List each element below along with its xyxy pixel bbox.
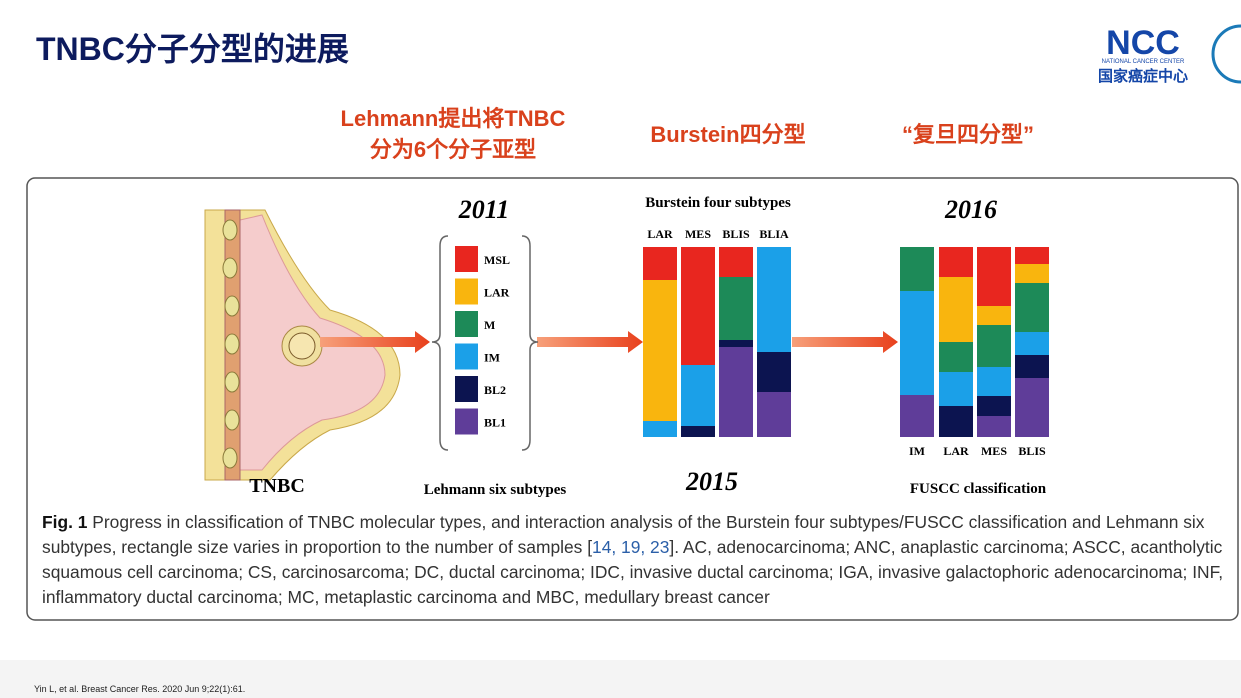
footer-band	[0, 660, 1241, 698]
proportion-block	[977, 396, 1011, 416]
proportion-block	[643, 280, 677, 421]
proportion-block	[1015, 332, 1049, 355]
proportion-block	[719, 347, 753, 437]
heading: “复旦四分型”	[902, 122, 1034, 147]
fuscc-label: FUSCC classification	[910, 481, 1047, 497]
proportion-block	[939, 342, 973, 372]
proportion-block	[977, 325, 1011, 367]
proportion-block	[719, 247, 753, 277]
brace	[431, 235, 449, 451]
proportion-block	[1015, 264, 1049, 283]
logo-emblem	[1211, 24, 1241, 84]
legend-swatch	[455, 246, 478, 272]
year-label: 2016	[944, 195, 997, 224]
caption-refs[interactable]: 14, 19, 23	[592, 537, 670, 557]
burstein-title: Burstein four subtypes	[645, 195, 791, 211]
legend-swatch	[455, 278, 478, 305]
proportion-block	[977, 247, 1011, 306]
proportion-block	[977, 306, 1011, 325]
proportion-block	[900, 247, 934, 291]
proportion-block	[900, 395, 934, 437]
logo-subtitle: NATIONAL CANCER CENTER	[1102, 59, 1185, 65]
legend-label: LAR	[484, 286, 510, 300]
proportion-block	[757, 352, 791, 392]
year-label: 2015	[685, 467, 738, 496]
caption-text: ]. AC, adenocarcinoma; ANC, anaplastic c…	[42, 537, 1224, 607]
column-label: MES	[981, 444, 1007, 458]
heading: Lehmann提出将TNBC	[341, 106, 566, 131]
legend-label: IM	[484, 351, 500, 365]
legend-label: MSL	[484, 253, 510, 267]
tnbc-label: TNBC	[249, 475, 305, 497]
caption-label: Fig. 1	[42, 512, 88, 532]
proportion-block	[900, 291, 934, 395]
proportion-block	[681, 365, 715, 426]
arrows	[320, 331, 898, 353]
legend-swatch	[455, 408, 478, 435]
legend-swatch	[455, 343, 478, 370]
legend-label: M	[484, 318, 495, 332]
logo-name: 国家癌症中心	[1098, 67, 1188, 85]
column-label: MES	[685, 227, 711, 241]
proportion-block	[939, 406, 973, 437]
citation: Yin L, et al. Breast Cancer Res. 2020 Ju…	[34, 684, 246, 694]
column-label: BLIA	[759, 227, 789, 241]
figure-frame	[26, 177, 1239, 621]
proportion-block	[1015, 283, 1049, 332]
proportion-block	[719, 277, 753, 340]
heading: Burstein四分型	[650, 122, 805, 147]
proportion-block	[643, 421, 677, 437]
brace	[521, 235, 539, 451]
proportion-block	[1015, 378, 1049, 437]
proportion-block	[719, 340, 753, 347]
proportion-block	[977, 416, 1011, 437]
column-label: LAR	[943, 444, 969, 458]
breast-illustration	[204, 209, 401, 481]
year-label: 2011	[458, 195, 510, 224]
column-label: BLIS	[1018, 444, 1046, 458]
proportion-block	[939, 372, 973, 406]
legend-swatch	[455, 311, 478, 337]
lehmann-label: Lehmann six subtypes	[424, 482, 567, 498]
proportion-block	[681, 247, 715, 365]
caption-text: Progress in classification of TNBC molec…	[42, 512, 1205, 557]
proportion-block	[1015, 247, 1049, 264]
proportion-block	[757, 392, 791, 437]
column-label: BLIS	[722, 227, 750, 241]
proportion-block	[643, 247, 677, 280]
slide-title: TNBC分子分型的进展	[36, 31, 349, 67]
proportion-block	[939, 247, 973, 277]
proportion-block	[681, 426, 715, 437]
column-label: IM	[909, 444, 925, 458]
heading: 分为6个分子亚型	[370, 137, 536, 162]
proportion-block	[757, 247, 791, 352]
proportion-block	[939, 277, 973, 342]
legend-label: BL1	[484, 416, 506, 430]
proportion-block	[1015, 355, 1049, 378]
legend-label: BL2	[484, 383, 506, 397]
figure-caption: Fig. 1 Progress in classification of TNB…	[42, 510, 1227, 610]
legend-swatch	[455, 376, 478, 402]
logo-text: NCC	[1106, 24, 1180, 62]
column-label: LAR	[647, 227, 673, 241]
proportion-block	[977, 367, 1011, 396]
